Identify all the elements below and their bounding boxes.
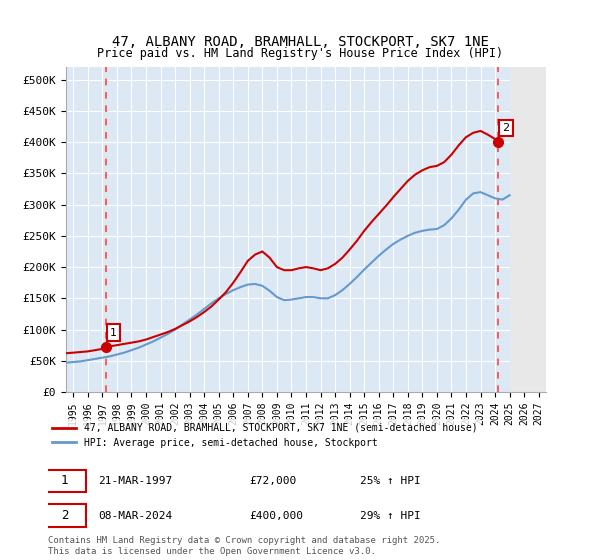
FancyBboxPatch shape [43, 505, 86, 528]
Legend: 47, ALBANY ROAD, BRAMHALL, STOCKPORT, SK7 1NE (semi-detached house), HPI: Averag: 47, ALBANY ROAD, BRAMHALL, STOCKPORT, SK… [48, 419, 481, 452]
FancyBboxPatch shape [43, 469, 86, 492]
Text: Price paid vs. HM Land Registry's House Price Index (HPI): Price paid vs. HM Land Registry's House … [97, 46, 503, 60]
Text: Contains HM Land Registry data © Crown copyright and database right 2025.
This d: Contains HM Land Registry data © Crown c… [48, 536, 440, 556]
Text: 1: 1 [61, 474, 68, 487]
Bar [509, 67, 546, 392]
Text: 47, ALBANY ROAD, BRAMHALL, STOCKPORT, SK7 1NE: 47, ALBANY ROAD, BRAMHALL, STOCKPORT, SK… [112, 35, 488, 49]
Text: 21-MAR-1997: 21-MAR-1997 [98, 476, 173, 486]
Text: 2: 2 [61, 510, 68, 522]
Text: 29% ↑ HPI: 29% ↑ HPI [361, 511, 421, 521]
Text: £72,000: £72,000 [250, 476, 297, 486]
Text: 25% ↑ HPI: 25% ↑ HPI [361, 476, 421, 486]
Text: 1: 1 [110, 328, 117, 338]
Text: 2: 2 [502, 123, 509, 133]
Text: £400,000: £400,000 [250, 511, 304, 521]
Text: 08-MAR-2024: 08-MAR-2024 [98, 511, 173, 521]
